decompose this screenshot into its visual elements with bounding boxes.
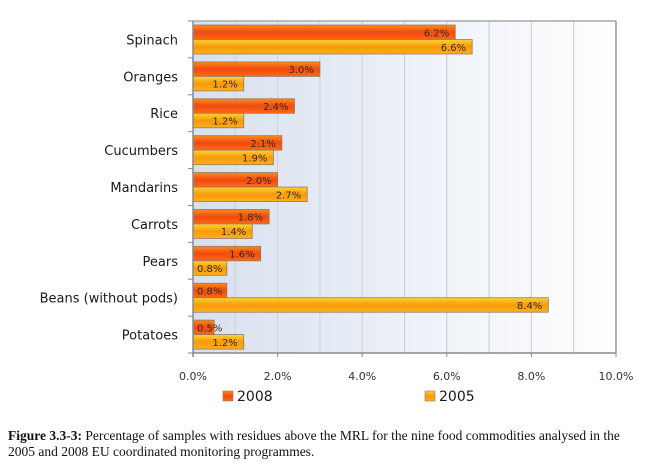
legend-swatch-2005 xyxy=(424,390,436,402)
data-label: 2.0% xyxy=(246,176,271,187)
x-tick-label: 4.0% xyxy=(348,370,376,383)
category-label: Pears xyxy=(143,255,179,270)
bar-2008 xyxy=(192,24,456,40)
data-label: 3.0% xyxy=(288,65,313,76)
bar-2005 xyxy=(192,39,473,55)
data-label: 6.6% xyxy=(441,43,466,54)
data-label: 1.8% xyxy=(238,213,263,224)
legend-swatch-2008 xyxy=(222,390,234,402)
x-tick-label: 6.0% xyxy=(433,370,461,383)
data-label: 2.4% xyxy=(263,102,288,113)
category-label: Cucumbers xyxy=(104,144,178,159)
category-label: Carrots xyxy=(131,218,178,233)
axes xyxy=(188,20,617,357)
category-label: Spinach xyxy=(126,33,178,48)
data-label: 1.4% xyxy=(221,227,246,238)
legend-label: 2008 xyxy=(237,389,273,405)
caption-text: Percentage of samples with residues abov… xyxy=(8,428,620,459)
data-label: 2.7% xyxy=(276,190,301,201)
category-label: Oranges xyxy=(123,70,178,85)
category-label: Rice xyxy=(150,107,178,122)
data-label: 6.2% xyxy=(424,28,449,39)
data-label: 1.9% xyxy=(242,153,267,164)
x-tick-label: 10.0% xyxy=(599,370,634,383)
data-label: 0.5% xyxy=(197,323,222,334)
x-tick-label: 0.0% xyxy=(179,370,207,383)
x-tick-label: 8.0% xyxy=(517,370,545,383)
data-label: 0.8% xyxy=(197,286,222,297)
figure-caption: Figure 3.3-3: Percentage of samples with… xyxy=(8,428,648,460)
data-label: 1.6% xyxy=(229,250,254,261)
data-label: 1.2% xyxy=(212,338,237,349)
labels: 6.2% 6.6% Spinach 3.0% 1.2% Oranges 2.4% 1.2% Ri… xyxy=(40,28,634,383)
data-label: 8.4% xyxy=(517,301,542,312)
bar-chart: 6.2% 6.6% Spinach 3.0% 1.2% Oranges 2.4% 1.2% Ri… xyxy=(40,20,634,405)
caption-label: Figure 3.3-3: xyxy=(8,428,82,443)
data-label: 2.1% xyxy=(250,139,275,150)
data-label: 1.2% xyxy=(212,117,237,128)
category-label: Potatoes xyxy=(122,329,178,344)
category-label: Beans (without pods) xyxy=(40,292,178,307)
x-tick-label: 2.0% xyxy=(264,370,292,383)
legend-label: 2005 xyxy=(439,389,475,405)
bar-2005 xyxy=(192,297,549,313)
data-label: 1.2% xyxy=(212,80,237,91)
data-label: 0.8% xyxy=(197,264,222,275)
category-label: Mandarins xyxy=(110,181,178,196)
legend: 2008 2005 xyxy=(222,389,475,405)
